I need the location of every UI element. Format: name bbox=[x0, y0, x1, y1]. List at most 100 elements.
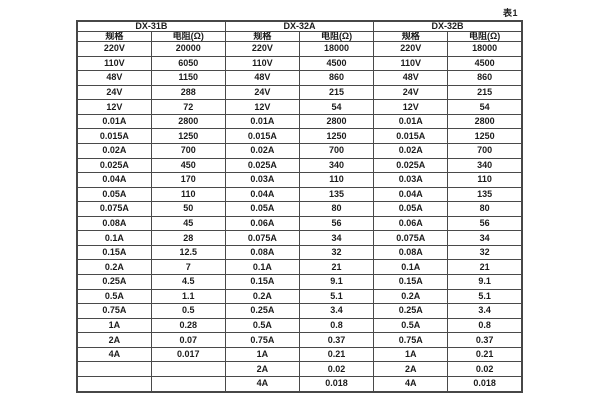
table-row: 0.25A 4.5 0.15A 9.1 0.15A 9.1 bbox=[76, 274, 523, 290]
table-row: 0.015A 1250 0.015A 1250 0.015A 1250 bbox=[76, 128, 523, 144]
table-cell: 2800 bbox=[298, 113, 375, 130]
group-header-dx32a: DX-32A bbox=[224, 20, 375, 32]
table-caption: 表1 bbox=[503, 8, 519, 18]
table-cell: 0.5A bbox=[373, 317, 449, 334]
table-row: 0.04A 170 0.03A 110 0.03A 110 bbox=[76, 172, 523, 188]
table-cell: 50 bbox=[150, 201, 226, 217]
table-cell: 72 bbox=[150, 99, 226, 115]
table-cell: 2A bbox=[224, 361, 300, 377]
table-row: 220V 20000 220V 18000 220V 18000 bbox=[76, 41, 523, 57]
table-cell: 0.5A bbox=[224, 317, 300, 334]
table-cell: 21 bbox=[298, 259, 375, 275]
table-cell: 1250 bbox=[447, 128, 523, 144]
table-cell: 48V bbox=[224, 70, 300, 86]
table-cell: 0.75A bbox=[76, 303, 152, 319]
table-row: 0.75A 0.5 0.25A 3.4 0.25A 3.4 bbox=[76, 303, 523, 319]
table-cell: 0.025A bbox=[76, 157, 152, 174]
table-cell: 1A bbox=[76, 317, 152, 334]
table-row: 0.05A 110 0.04A 135 0.04A 135 bbox=[76, 186, 523, 203]
table-cell: 1150 bbox=[150, 70, 226, 86]
table-cell: 21 bbox=[447, 259, 523, 275]
table-cell: 0.08A bbox=[224, 244, 300, 261]
col-header-resistance: 电阻(Ω) bbox=[298, 31, 375, 42]
table-row: 0.1A 28 0.075A 34 0.075A 34 bbox=[76, 230, 523, 246]
table-cell: 340 bbox=[447, 157, 523, 174]
table-cell: 0.02A bbox=[224, 142, 300, 159]
table-row: 24V 288 24V 215 24V 215 bbox=[76, 84, 523, 101]
table-cell: 0.02 bbox=[447, 361, 523, 377]
table-cell: 4A bbox=[373, 375, 449, 393]
table-cell: 0.017 bbox=[150, 346, 226, 363]
table-header: DX-31B DX-32A DX-32B 规格 电阻(Ω) 规格 电阻(Ω) 规… bbox=[76, 20, 523, 42]
table-cell: 1A bbox=[373, 346, 449, 363]
table-cell: 0.28 bbox=[150, 317, 226, 334]
table-body: 220V 20000 220V 18000 220V 18000 110V 6050 110V 4… bbox=[76, 41, 523, 393]
table-cell: 110 bbox=[447, 172, 523, 188]
table-cell: 0.05A bbox=[373, 201, 449, 217]
table-cell: 3.4 bbox=[447, 303, 523, 319]
table-cell: 0.37 bbox=[447, 332, 523, 348]
table-row: 0.075A 50 0.05A 80 0.05A 80 bbox=[76, 201, 523, 217]
table-cell: 12.5 bbox=[150, 244, 226, 261]
table-cell: 0.01A bbox=[373, 113, 449, 130]
table-cell: 18000 bbox=[298, 41, 375, 57]
table-cell: 215 bbox=[447, 84, 523, 101]
table-cell: 1A bbox=[224, 346, 300, 363]
table-cell: 1.1 bbox=[150, 288, 226, 305]
table-cell: 0.37 bbox=[298, 332, 375, 348]
table-cell: 0.07 bbox=[150, 332, 226, 348]
table-cell: 12V bbox=[373, 99, 449, 115]
table-cell: 2800 bbox=[150, 113, 226, 130]
table-cell: 0.02 bbox=[298, 361, 375, 377]
table-cell: 24V bbox=[76, 84, 152, 101]
table-cell: 135 bbox=[447, 186, 523, 203]
spec-table: DX-31B DX-32A DX-32B 规格 电阻(Ω) 规格 电阻(Ω) 规… bbox=[76, 20, 523, 393]
table-cell: 0.25A bbox=[76, 274, 152, 290]
table-cell: 110V bbox=[224, 55, 300, 72]
table-cell: 3.4 bbox=[298, 303, 375, 319]
col-header-spec: 规格 bbox=[76, 31, 152, 42]
table-cell: 0.2A bbox=[76, 259, 152, 275]
table-cell: 0.02A bbox=[76, 142, 152, 159]
table-cell: 0.5A bbox=[76, 288, 152, 305]
table-row: 2A 0.07 0.75A 0.37 0.75A 0.37 bbox=[76, 332, 523, 348]
table-cell: 288 bbox=[150, 84, 226, 101]
table-row: 0.2A 7 0.1A 21 0.1A 21 bbox=[76, 259, 523, 275]
table-cell: 48V bbox=[76, 70, 152, 86]
table-cell: 0.75A bbox=[373, 332, 449, 348]
table-cell: 0.05A bbox=[76, 186, 152, 203]
group-header-row: DX-31B DX-32A DX-32B bbox=[76, 20, 523, 32]
table-row: 4A 0.017 1A 0.21 1A 0.21 bbox=[76, 346, 523, 363]
table-cell: 110V bbox=[76, 55, 152, 72]
table-cell: 2A bbox=[373, 361, 449, 377]
table-cell: 1250 bbox=[298, 128, 375, 144]
group-header-dx32b: DX-32B bbox=[373, 20, 523, 32]
table-cell: 0.2A bbox=[224, 288, 300, 305]
table-row: 0.02A 700 0.02A 700 0.02A 700 bbox=[76, 142, 523, 159]
table-cell: 860 bbox=[298, 70, 375, 86]
table-cell: 0.05A bbox=[224, 201, 300, 217]
table-cell bbox=[76, 375, 152, 393]
table-cell: 45 bbox=[150, 215, 226, 232]
table-cell: 0.01A bbox=[224, 113, 300, 130]
table-row: 2A 0.02 2A 0.02 bbox=[76, 361, 523, 377]
table-cell: 110 bbox=[298, 172, 375, 188]
table-cell: 220V bbox=[224, 41, 300, 57]
table-cell: 0.04A bbox=[224, 186, 300, 203]
table-cell: 5.1 bbox=[298, 288, 375, 305]
table-cell: 700 bbox=[447, 142, 523, 159]
table-cell: 0.21 bbox=[298, 346, 375, 363]
table-cell: 1250 bbox=[150, 128, 226, 144]
group-header-dx31b: DX-31B bbox=[76, 20, 226, 32]
table-cell: 860 bbox=[447, 70, 523, 86]
table-cell: 0.03A bbox=[373, 172, 449, 188]
col-header-resistance: 电阻(Ω) bbox=[447, 31, 523, 42]
table-cell: 0.015A bbox=[76, 128, 152, 144]
table-cell: 24V bbox=[224, 84, 300, 101]
table-cell: 12V bbox=[76, 99, 152, 115]
table-cell: 4500 bbox=[298, 55, 375, 72]
table-cell: 32 bbox=[298, 244, 375, 261]
table-cell: 0.01A bbox=[76, 113, 152, 130]
table-row: 110V 6050 110V 4500 110V 4500 bbox=[76, 55, 523, 72]
table-cell bbox=[76, 361, 152, 377]
